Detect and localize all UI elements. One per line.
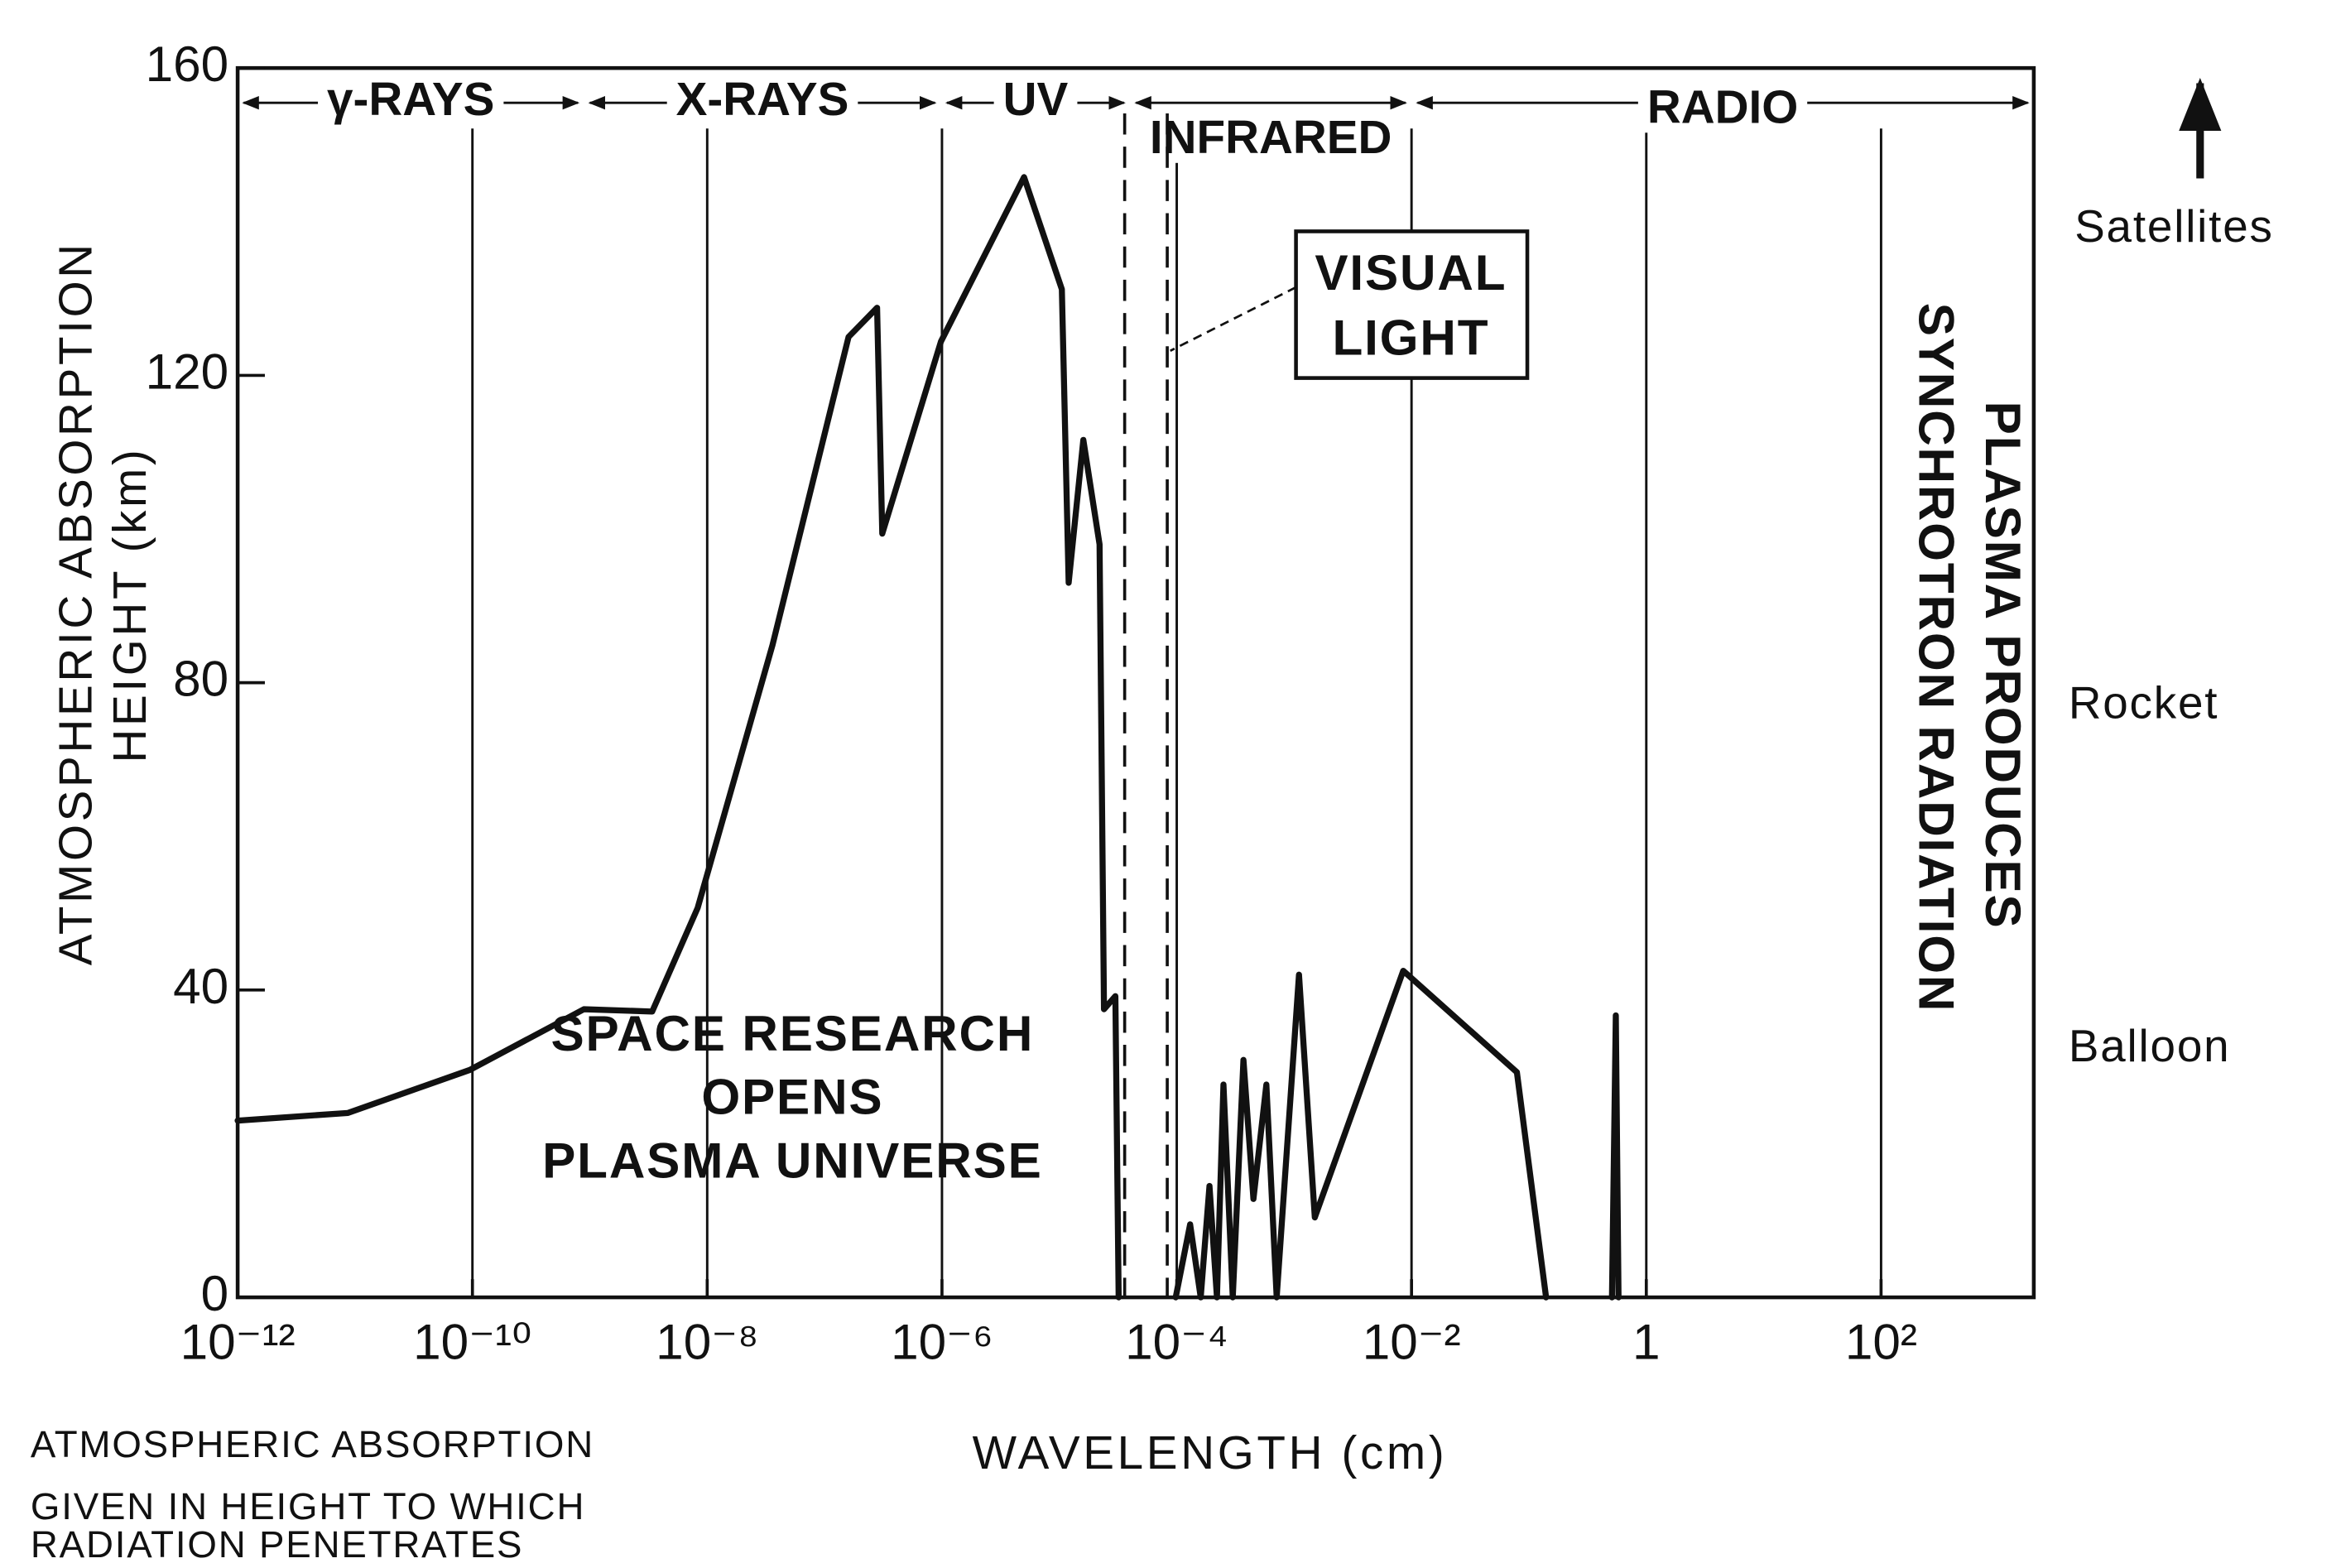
region-label-bg bbox=[1140, 110, 1401, 163]
altitude-label: Balloon bbox=[2069, 1020, 2231, 1071]
region-label-bg bbox=[1637, 80, 1808, 133]
y-axis-label: HEIGHT (km) bbox=[103, 447, 156, 763]
absorption-line bbox=[234, 174, 1622, 1301]
grid: 10⁻¹² 10⁻¹⁰ 10⁻⁸ 10⁻⁶ 10⁻⁴ 10⁻² 1 10² 0 40 80 120 16… bbox=[146, 36, 1917, 1369]
region-label: UV bbox=[1003, 73, 1069, 125]
annotation: SPACE RESEARCH bbox=[551, 1005, 1035, 1061]
region-label-bg bbox=[993, 73, 1078, 126]
region-label: RADIO bbox=[1647, 80, 1798, 132]
plot-frame bbox=[235, 65, 2036, 1300]
x-axis-label: WAVELENGTH (cm) bbox=[973, 1426, 1448, 1479]
footnote: GIVEN IN HEIGHT TO WHICH bbox=[31, 1485, 585, 1527]
region-label-bg bbox=[318, 73, 504, 126]
annotation: OPENS bbox=[701, 1069, 883, 1125]
y-tick-label: 120 bbox=[146, 343, 229, 399]
x-tick-label: 10⁻⁸ bbox=[656, 1313, 758, 1369]
y-tick-label: 160 bbox=[146, 36, 229, 92]
annotation: PLASMA UNIVERSE bbox=[542, 1132, 1042, 1188]
marks: γ-RAYS X-RAYS UV INFRARED RADIO VISUAL LIGHT bbox=[234, 73, 2030, 1301]
region-label: X-RAYS bbox=[676, 73, 849, 125]
x-tick-label: 1 bbox=[1632, 1313, 1661, 1369]
region-label: γ-RAYS bbox=[327, 73, 494, 125]
x-tick-label: 10⁻¹⁰ bbox=[413, 1313, 531, 1369]
region-label-bg bbox=[666, 73, 858, 126]
label-box bbox=[1294, 229, 1530, 380]
visual-light-label: VISUAL bbox=[1315, 244, 1507, 301]
region-label: INFRARED bbox=[1150, 111, 1392, 163]
y-tick-label: 0 bbox=[201, 1265, 229, 1321]
y-tick-label: 40 bbox=[173, 958, 228, 1014]
y-axis-label: ATMOSPHERIC ABSORPTION bbox=[49, 241, 101, 965]
y-tick-label: 80 bbox=[173, 651, 228, 707]
side-note: SYNCHROTRON RADIATION bbox=[1909, 303, 1965, 1013]
x-tick-label: 10² bbox=[1845, 1313, 1917, 1369]
altitude-label: Rocket bbox=[2069, 676, 2218, 728]
altitude-label: Satellites bbox=[2074, 200, 2274, 252]
footnote: RADIATION PENETRATES bbox=[31, 1523, 523, 1566]
x-tick-label: 10⁻² bbox=[1363, 1313, 1461, 1369]
x-tick-label: 10⁻⁴ bbox=[1125, 1313, 1228, 1369]
visual-light-label: LIGHT bbox=[1332, 310, 1489, 366]
footnote: ATMOSPHERIC ABSORPTION bbox=[31, 1423, 594, 1465]
leader-line bbox=[1170, 286, 1297, 352]
side-note: PLASMA PRODUCES bbox=[1975, 402, 2031, 930]
x-tick-label: 10⁻¹² bbox=[180, 1313, 296, 1369]
x-tick-label: 10⁻⁶ bbox=[891, 1313, 993, 1369]
